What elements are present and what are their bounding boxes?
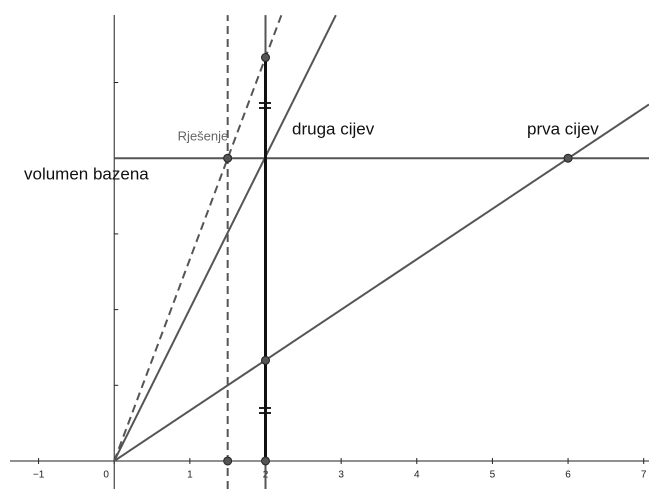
x-tick-label: 4 <box>414 470 420 481</box>
x-tick-label: 3 <box>338 470 344 481</box>
point <box>563 153 573 163</box>
x-tick-label: 5 <box>490 470 496 481</box>
point-label: Rješenje <box>178 129 229 144</box>
x-tick-label: −1 <box>33 470 45 481</box>
x-tick-label: 0 <box>103 470 109 481</box>
point <box>261 53 270 63</box>
line-label: prva cijev <box>527 119 599 138</box>
line <box>113 103 649 462</box>
point <box>261 456 270 466</box>
line <box>113 14 337 462</box>
line-label: druga cijev <box>292 119 375 138</box>
x-tick-label: 1 <box>187 470 193 481</box>
point <box>261 355 270 365</box>
x-tick-label: 6 <box>565 470 571 481</box>
line-label: volumen bazena <box>24 164 149 183</box>
point <box>223 456 233 466</box>
x-tick-label: 7 <box>641 470 647 481</box>
line <box>113 14 283 462</box>
point <box>223 153 233 163</box>
